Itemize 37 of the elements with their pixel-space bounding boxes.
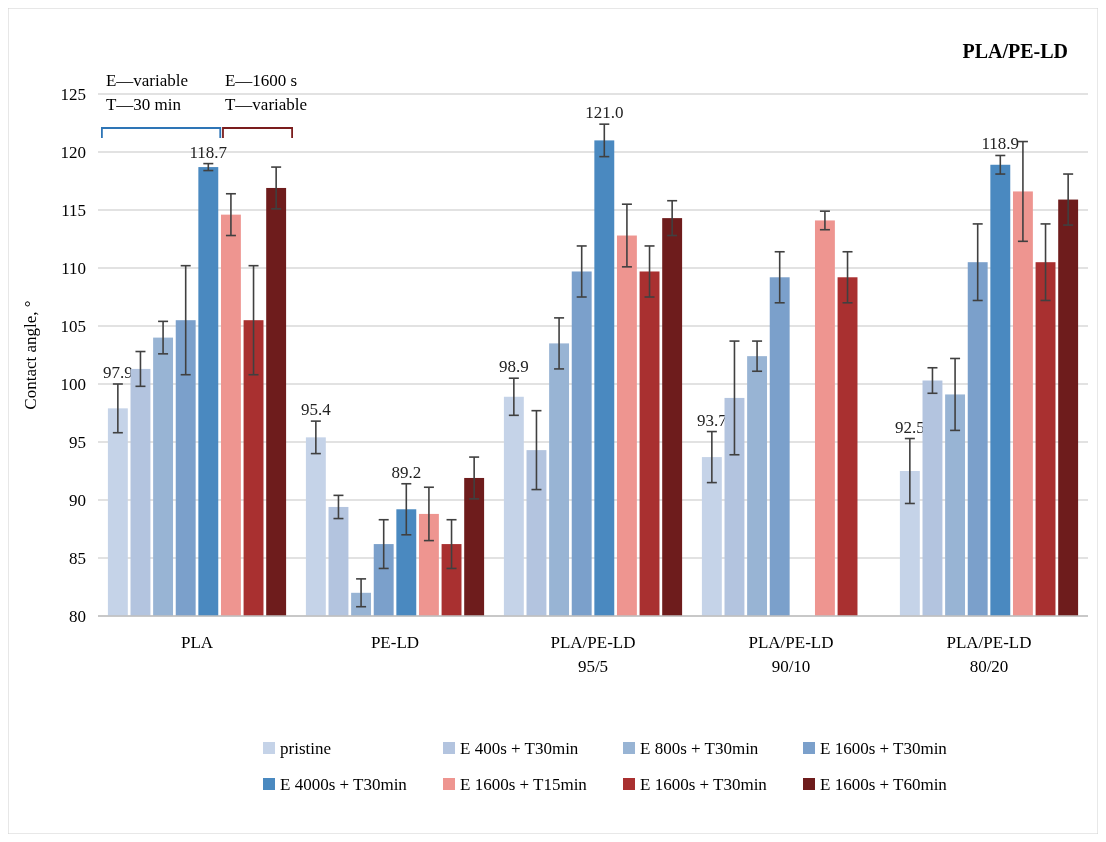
x-tick-label: PLA/PE-LD 90/10 bbox=[748, 633, 834, 676]
chart-title: PLA/PE-LD bbox=[962, 40, 1068, 62]
y-tick-label: 85 bbox=[69, 548, 86, 568]
text: E—1600 s bbox=[224, 71, 298, 90]
x-tick-label: PLA/PE-LD 95/5 bbox=[550, 633, 636, 676]
data-label: 93.7 bbox=[696, 410, 728, 430]
data-label: 98.9 bbox=[498, 357, 529, 377]
legend-label: E 1600s + T30min bbox=[640, 774, 768, 794]
data-label: 95.4 bbox=[300, 400, 332, 420]
y-tick-label: 90 bbox=[69, 490, 86, 510]
data-label: 118.9 bbox=[981, 134, 1020, 154]
annotation: T—30 min bbox=[105, 95, 182, 114]
legend-label: E 1600s + T30min bbox=[820, 738, 948, 758]
y-tick-label: 110 bbox=[61, 258, 86, 278]
y-tick-label: 125 bbox=[60, 84, 86, 104]
x-tick-label: PLA bbox=[180, 633, 214, 652]
legend-label: E 1600s + T15min bbox=[460, 774, 588, 794]
legend-label: E 4000s + T30min bbox=[280, 774, 408, 794]
x-tick-label: PLA/PE-LD 80/20 bbox=[946, 633, 1032, 676]
data-label: 92.5 bbox=[894, 417, 925, 437]
legend-label: pristine bbox=[280, 738, 331, 758]
legend-label: E 800s + T30min bbox=[640, 738, 759, 758]
annotation: T—variable bbox=[224, 95, 308, 114]
y-tick-label: 100 bbox=[60, 374, 86, 394]
y-tick-label: 105 bbox=[60, 316, 86, 336]
y-tick-label: 80 bbox=[69, 606, 86, 626]
data-label: 121.0 bbox=[585, 103, 624, 123]
y-axis-title: Contact angle, ° bbox=[21, 300, 40, 410]
data-label: 118.7 bbox=[189, 142, 228, 162]
y-tick-label: 95 bbox=[69, 432, 86, 452]
y-tick-label: 120 bbox=[60, 142, 86, 162]
text: E—variable bbox=[105, 71, 189, 90]
x-tick-label: PE-LD bbox=[370, 633, 420, 652]
y-tick-label: 115 bbox=[61, 200, 86, 220]
legend-label: E 400s + T30min bbox=[460, 738, 579, 758]
legend-label: E 1600s + T60min bbox=[820, 774, 948, 794]
data-label: 89.2 bbox=[391, 462, 422, 482]
